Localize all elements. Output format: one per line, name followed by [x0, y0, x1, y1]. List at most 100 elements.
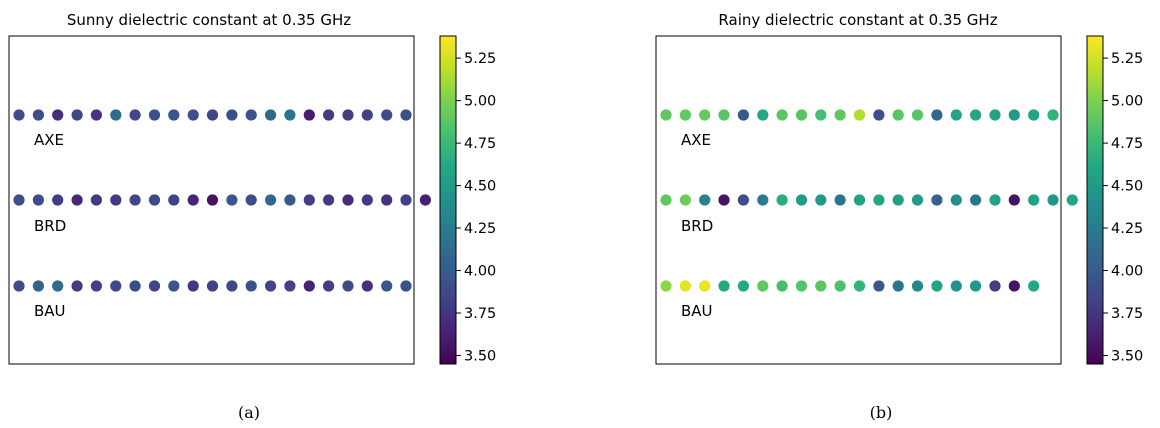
- marker-brd-7: [129, 194, 141, 206]
- marker-brd-11: [853, 194, 866, 206]
- marker-brd-11: [206, 194, 219, 206]
- marker-brd-13: [245, 194, 257, 206]
- panel-a-row-label-axe: AXE: [34, 131, 64, 149]
- colorbar-tick-label: 4.50: [464, 179, 496, 195]
- marker-bau-20: [381, 280, 393, 292]
- marker-axe-9: [168, 109, 180, 121]
- marker-brd-15: [931, 194, 943, 206]
- marker-axe-5: [737, 109, 750, 121]
- marker-bau-12: [226, 280, 238, 292]
- marker-brd-12: [873, 194, 885, 206]
- marker-brd-4: [71, 194, 83, 206]
- marker-bau-3: [52, 280, 64, 292]
- marker-bau-17: [970, 280, 982, 292]
- marker-axe-20: [381, 109, 393, 121]
- panel-a-title: Sunny dielectric constant at 0.35 GHz: [67, 11, 351, 29]
- marker-axe-20: [1028, 109, 1040, 121]
- marker-axe-15: [284, 109, 296, 121]
- marker-bau-16: [950, 280, 962, 292]
- marker-brd-5: [90, 194, 102, 206]
- marker-brd-8: [795, 194, 808, 206]
- marker-axe-7: [129, 109, 141, 121]
- marker-axe-21: [1047, 109, 1059, 121]
- colorbar-tick-label: 5.00: [464, 94, 496, 110]
- colorbar-tick-label: 4.75: [1111, 136, 1143, 152]
- marker-axe-2: [679, 109, 692, 121]
- marker-brd-22: [419, 194, 431, 206]
- marker-axe-17: [970, 109, 982, 121]
- marker-brd-6: [757, 194, 769, 206]
- marker-axe-18: [989, 109, 1001, 121]
- marker-axe-8: [795, 109, 808, 121]
- marker-bau-7: [776, 280, 788, 292]
- marker-bau-21: [400, 280, 412, 292]
- marker-axe-3: [699, 109, 711, 121]
- marker-bau-8: [795, 280, 808, 292]
- panel-a-plot-frame: [8, 35, 415, 365]
- colorbar-tick-label: 4.00: [1111, 264, 1143, 280]
- marker-brd-21: [1047, 194, 1059, 206]
- colorbar-tick-label: 4.00: [464, 264, 496, 280]
- marker-brd-13: [892, 194, 904, 206]
- marker-brd-22: [1066, 194, 1078, 206]
- marker-axe-19: [361, 109, 373, 121]
- marker-brd-20: [381, 194, 393, 206]
- marker-bau-12: [873, 280, 885, 292]
- marker-axe-4: [718, 109, 730, 121]
- marker-brd-18: [989, 194, 1001, 206]
- marker-bau-7: [129, 280, 141, 292]
- panel-b-colorbar: [1086, 35, 1104, 365]
- marker-brd-3: [699, 194, 711, 206]
- colorbar-tick-label: 4.25: [1111, 221, 1143, 237]
- marker-brd-2: [679, 194, 692, 206]
- colorbar-tick-label: 5.00: [1111, 94, 1143, 110]
- colorbar-tick-label: 3.75: [1111, 306, 1143, 322]
- marker-bau-5: [737, 280, 750, 292]
- marker-bau-1: [660, 280, 672, 292]
- marker-brd-5: [737, 194, 750, 206]
- marker-axe-6: [110, 109, 122, 121]
- marker-axe-11: [206, 109, 219, 121]
- marker-brd-17: [970, 194, 982, 206]
- marker-bau-11: [853, 280, 866, 292]
- marker-bau-17: [323, 280, 335, 292]
- panel-a-caption: (a): [238, 403, 260, 422]
- marker-axe-6: [757, 109, 769, 121]
- marker-axe-12: [873, 109, 885, 121]
- marker-bau-10: [187, 280, 199, 292]
- marker-axe-17: [323, 109, 335, 121]
- marker-bau-11: [206, 280, 219, 292]
- marker-bau-9: [815, 280, 827, 292]
- panel-b-colorbar-ticks: 3.50 3.75 4.00 4.25 4.50 4.75 5.00 5.25: [1103, 51, 1143, 365]
- marker-axe-18: [342, 109, 354, 121]
- marker-axe-4: [71, 109, 83, 121]
- panel-a-row-label-bau: BAU: [34, 302, 66, 320]
- marker-brd-6: [110, 194, 122, 206]
- marker-axe-2: [32, 109, 45, 121]
- marker-axe-15: [931, 109, 943, 121]
- marker-bau-3: [699, 280, 711, 292]
- colorbar-tick-label: 4.50: [1111, 179, 1143, 195]
- marker-axe-21: [400, 109, 412, 121]
- marker-axe-8: [148, 109, 161, 121]
- marker-bau-4: [718, 280, 730, 292]
- colorbar-tick-label: 3.75: [464, 306, 496, 322]
- panel-a: Sunny dielectric constant at 0.35 GHz AX…: [8, 11, 496, 422]
- marker-brd-4: [718, 194, 730, 206]
- marker-axe-16: [303, 109, 315, 121]
- marker-axe-3: [52, 109, 64, 121]
- marker-axe-1: [13, 109, 25, 121]
- marker-brd-10: [834, 194, 846, 206]
- marker-brd-9: [815, 194, 827, 206]
- marker-brd-16: [950, 194, 962, 206]
- panel-b-row-label-brd: BRD: [681, 217, 713, 235]
- marker-bau-14: [911, 280, 924, 292]
- marker-axe-11: [853, 109, 866, 121]
- panel-b-row-label-axe: AXE: [681, 131, 711, 149]
- marker-brd-19: [1008, 194, 1020, 206]
- panel-b-plot-frame: [655, 35, 1062, 365]
- marker-brd-21: [400, 194, 412, 206]
- colorbar-tick-label: 4.75: [464, 136, 496, 152]
- marker-axe-16: [950, 109, 962, 121]
- marker-axe-14: [265, 109, 277, 121]
